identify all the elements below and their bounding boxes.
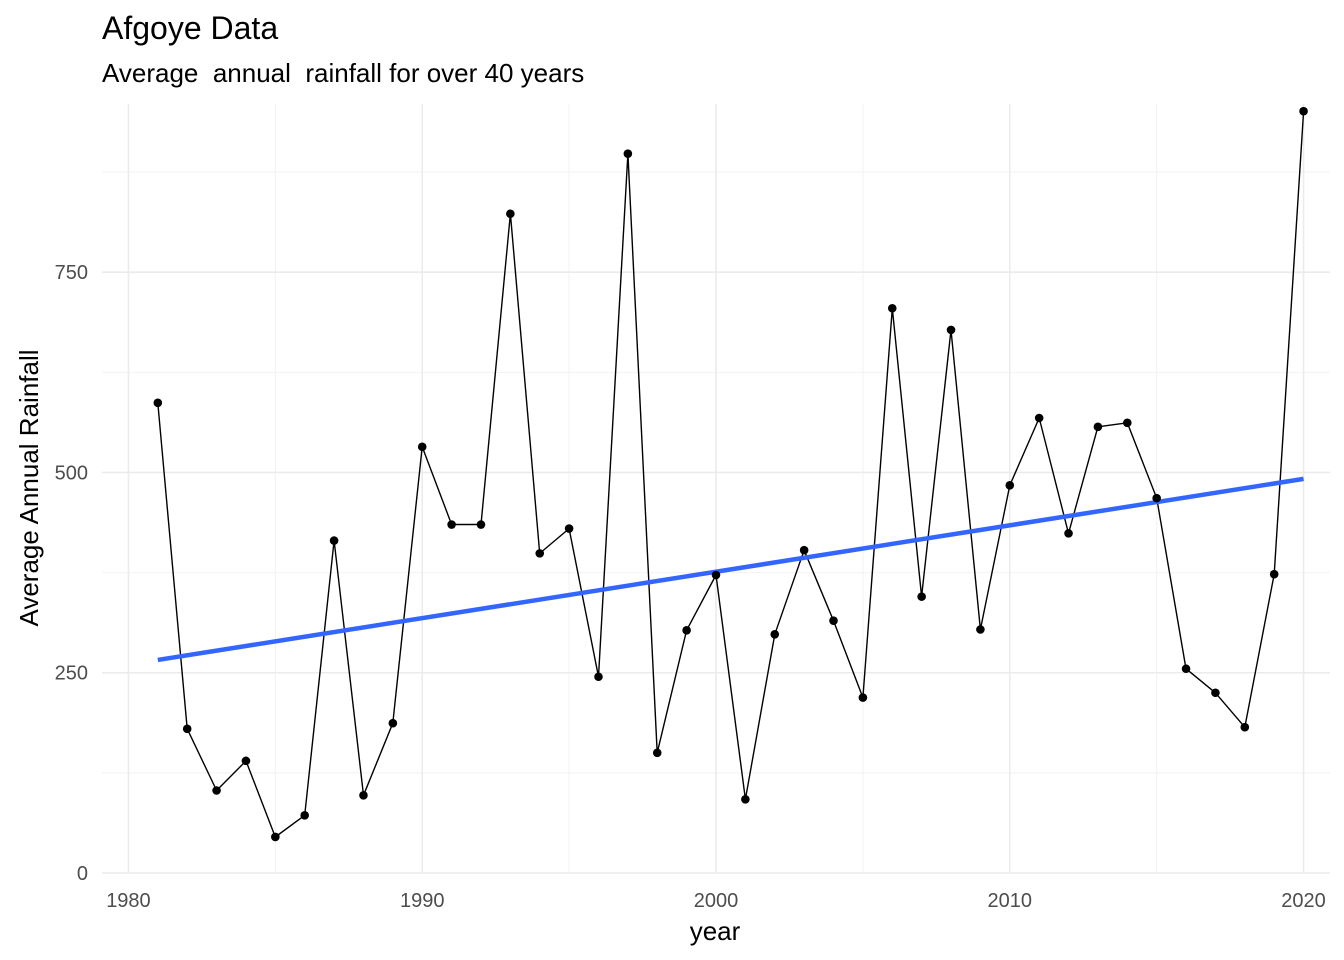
rainfall-point — [271, 832, 280, 842]
rainfall-point — [917, 592, 926, 601]
x-tick-label: 2020 — [1281, 890, 1326, 912]
rainfall-point — [329, 536, 339, 545]
series-layer — [157, 111, 1305, 838]
rainfall-point — [1152, 493, 1161, 503]
rainfall-point — [946, 325, 956, 335]
rainfall-series-line — [157, 111, 1305, 838]
x-tick-label: 2000 — [694, 890, 739, 912]
rainfall-point — [241, 756, 251, 766]
rainfall-point — [359, 790, 368, 800]
rainfall-point — [976, 625, 985, 634]
rainfall-point — [1269, 569, 1279, 579]
chart-subtitle: Average annual rainfall for over 40 year… — [102, 58, 585, 88]
x-tick-label: 2010 — [988, 890, 1033, 912]
rainfall-point — [858, 693, 868, 702]
rainfall-point — [212, 786, 221, 795]
rainfall-point — [1211, 688, 1220, 698]
rainfall-point — [741, 795, 750, 804]
rainfall-point — [300, 811, 310, 820]
rainfall-point — [1122, 418, 1132, 428]
rainfall-point — [506, 209, 515, 219]
x-tick-label: 1980 — [106, 890, 151, 912]
rainfall-point — [564, 524, 574, 533]
rainfall-point — [476, 520, 486, 529]
points-layer — [153, 106, 1308, 842]
rainfall-point — [682, 625, 691, 635]
rainfall-point — [1034, 413, 1044, 423]
rainfall-point — [1240, 722, 1250, 732]
rainfall-point — [711, 570, 721, 580]
rainfall-point — [1299, 106, 1308, 116]
rainfall-point — [535, 549, 545, 558]
y-tick-label: 500 — [55, 462, 88, 484]
rainfall-point — [1064, 529, 1073, 538]
rainfall-point — [1181, 664, 1191, 674]
trend-layer — [157, 476, 1304, 663]
rainfall-point — [799, 545, 809, 555]
rainfall-point — [770, 629, 780, 639]
rainfall-point — [887, 303, 897, 313]
rainfall-point — [447, 520, 456, 529]
rainfall-point — [594, 672, 603, 682]
y-tick-label: 750 — [55, 262, 88, 284]
tick-labels: 1980 1990 2000 2010 2020 0 250 500 750 — [55, 262, 1326, 912]
rainfall-point — [652, 748, 662, 758]
rainfall-point — [153, 398, 163, 408]
trend-line — [157, 476, 1304, 663]
rainfall-point — [1093, 422, 1103, 432]
rainfall-point — [829, 616, 838, 625]
y-tick-label: 0 — [77, 863, 88, 885]
rainfall-point — [623, 149, 633, 158]
major-gridlines — [102, 104, 1330, 874]
x-axis-title: year — [690, 916, 741, 946]
rainfall-point — [388, 718, 398, 728]
rainfall-point — [1005, 480, 1015, 490]
y-axis-title: Average Annual Rainfall — [14, 349, 44, 626]
rainfall-point — [417, 442, 427, 452]
y-tick-label: 250 — [55, 663, 88, 685]
rainfall-point — [182, 724, 192, 734]
chart-title: Afgoye Data — [102, 10, 279, 46]
x-tick-label: 1990 — [400, 890, 445, 912]
